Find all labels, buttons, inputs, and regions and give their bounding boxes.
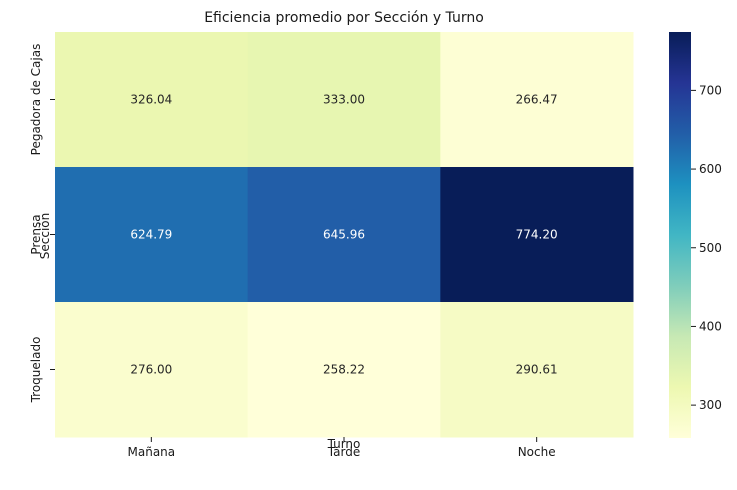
heatmap-cells: 326.04 333.00 266.47 624.79 645.96 774.20 276.… — [55, 32, 634, 438]
colorbar-tick-label: 400 — [699, 319, 722, 333]
cell-value-label: 624.79 — [130, 228, 172, 242]
cell-value-label: 333.00 — [323, 93, 365, 107]
cell-value-label: 258.22 — [323, 363, 365, 377]
chart-title: Eficiencia promedio por Sección y Turno — [204, 10, 484, 26]
x-tick-label: Mañana — [128, 445, 176, 459]
heatmap-cell — [247, 167, 441, 303]
colorbar-tick-label: 600 — [699, 162, 722, 176]
x-axis-label: Turno — [327, 437, 361, 451]
y-tick-label: Prensa — [29, 214, 43, 254]
cell-value-label: 326.04 — [130, 93, 172, 107]
heatmap-cell — [55, 302, 249, 438]
heatmap-cell — [247, 302, 441, 438]
y-axis-ticks: Pegadora de Cajas Prensa Troquelado — [29, 44, 55, 404]
heatmap-cell — [440, 167, 634, 303]
heatmap-cell — [440, 32, 634, 168]
y-tick-label: Pegadora de Cajas — [29, 44, 43, 156]
x-tick-label: Tarde — [327, 445, 360, 459]
cell-value-label: 290.61 — [516, 363, 558, 377]
cell-value-label: 645.96 — [323, 228, 365, 242]
heatmap-cell — [55, 32, 249, 168]
cell-value-label: 774.20 — [516, 228, 558, 242]
cell-value-label: 276.00 — [130, 363, 172, 377]
heatmap-cell — [55, 167, 249, 303]
colorbar-tick-label: 300 — [699, 398, 722, 412]
cell-value-label: 266.47 — [516, 93, 558, 107]
y-axis-label: Sección — [38, 213, 52, 259]
heatmap-cell — [247, 32, 441, 168]
heatmap-cell — [440, 302, 634, 438]
colorbar-tick-label: 700 — [699, 83, 722, 97]
x-tick-label: Noche — [518, 445, 556, 459]
x-axis-ticks: Mañana Tarde Noche — [128, 437, 556, 459]
y-tick-label: Troquelado — [29, 337, 43, 404]
colorbar — [669, 32, 691, 438]
colorbar-tick-label: 500 — [699, 241, 722, 255]
colorbar-ticks: 300 400 500 600 700 — [691, 83, 722, 412]
